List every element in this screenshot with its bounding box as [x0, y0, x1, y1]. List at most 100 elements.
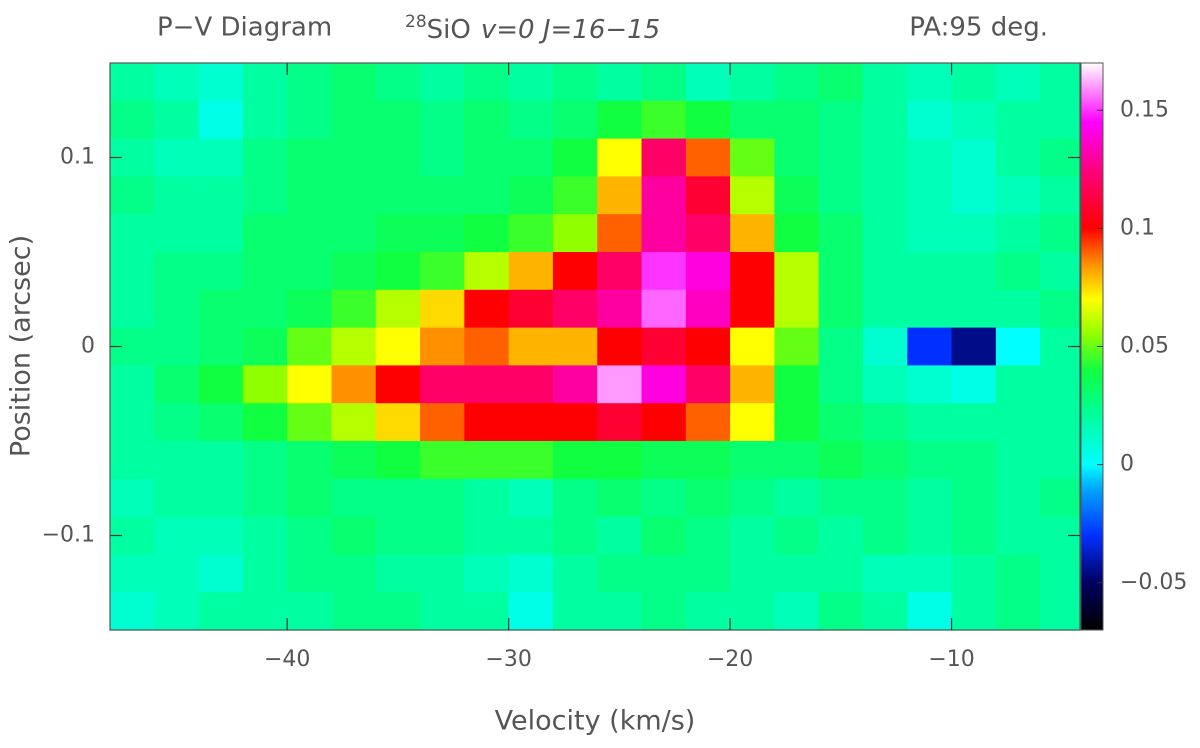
heatmap-cell — [862, 516, 908, 555]
heatmap-cell — [375, 592, 421, 631]
heatmap-cell — [730, 176, 775, 215]
title-isotope: 28 — [405, 12, 427, 32]
heatmap-cell — [951, 289, 997, 329]
heatmap-cell — [951, 365, 997, 404]
heatmap-cell — [110, 176, 155, 215]
heatmap-cell — [375, 214, 421, 253]
heatmap-cell — [1040, 441, 1081, 480]
heatmap-cell — [242, 252, 288, 291]
heatmap-cell — [375, 554, 421, 593]
heatmap-cell — [198, 289, 244, 329]
heatmap-cell — [508, 176, 554, 215]
heatmap-cell — [862, 403, 908, 442]
heatmap-cell — [1040, 554, 1081, 593]
heatmap-cell — [907, 252, 953, 291]
heatmap-cell — [818, 478, 864, 518]
heatmap-cell — [242, 592, 288, 631]
heatmap-cell — [951, 327, 997, 366]
heatmap-cell — [154, 516, 200, 555]
heatmap-cell — [597, 592, 643, 631]
heatmap-cell — [420, 214, 465, 253]
heatmap-cell — [641, 176, 687, 215]
heatmap-cell — [774, 441, 820, 480]
heatmap-cell — [730, 63, 775, 102]
heatmap-cell — [508, 289, 554, 329]
heatmap-cell — [331, 365, 377, 404]
heatmap-cell — [774, 100, 820, 140]
heatmap-cell — [685, 516, 731, 555]
heatmap-cell — [198, 176, 244, 215]
heatmap-cell — [641, 478, 687, 518]
heatmap-cell — [110, 100, 155, 140]
heatmap-cell — [198, 214, 244, 253]
heatmap-cell — [508, 252, 554, 291]
heatmap-cell — [508, 214, 554, 253]
heatmap-cell — [995, 138, 1041, 177]
heatmap-cell — [508, 138, 554, 177]
heatmap-cell — [730, 478, 775, 518]
heatmap-cell — [552, 516, 598, 555]
heatmap-cell — [287, 327, 333, 366]
heatmap-cell — [774, 63, 820, 102]
heatmap-cell — [951, 441, 997, 480]
heatmap-cell — [110, 403, 155, 442]
heatmap-cell — [995, 63, 1041, 102]
heatmap-cell — [995, 327, 1041, 366]
heatmap-cell — [242, 554, 288, 593]
heatmap-cell — [154, 100, 200, 140]
heatmap-cell — [154, 176, 200, 215]
heatmap-cell — [995, 441, 1041, 480]
heatmap-cell — [154, 554, 200, 593]
heatmap-cell — [154, 289, 200, 329]
heatmap-cell — [552, 365, 598, 404]
heatmap-cell — [774, 327, 820, 366]
heatmap-cell — [287, 592, 333, 631]
heatmap-cell — [331, 478, 377, 518]
heatmap-cell — [198, 554, 244, 593]
heatmap-cell — [552, 100, 598, 140]
heatmap-cell — [375, 252, 421, 291]
heatmap-cell — [154, 478, 200, 518]
heatmap-cell — [730, 516, 775, 555]
heatmap-cell — [242, 327, 288, 366]
heatmap-cell — [420, 365, 465, 404]
heatmap-cell — [287, 441, 333, 480]
heatmap-cell — [862, 327, 908, 366]
heatmap-cell — [597, 252, 643, 291]
heatmap-cell — [331, 516, 377, 555]
heatmap — [110, 63, 1081, 631]
heatmap-cell — [242, 289, 288, 329]
heatmap-cell — [995, 214, 1041, 253]
colorbar-tick-label: 0.05 — [1120, 334, 1169, 359]
heatmap-cell — [641, 63, 687, 102]
heatmap-cell — [420, 100, 465, 140]
heatmap-cell — [154, 592, 200, 631]
heatmap-cell — [552, 176, 598, 215]
heatmap-cell — [198, 63, 244, 102]
heatmap-cell — [375, 176, 421, 215]
heatmap-cell — [818, 176, 864, 215]
heatmap-cell — [552, 592, 598, 631]
heatmap-cell — [730, 365, 775, 404]
heatmap-cell — [685, 63, 731, 102]
heatmap-cell — [597, 478, 643, 518]
heatmap-cell — [508, 365, 554, 404]
heatmap-cell — [774, 176, 820, 215]
heatmap-cell — [641, 100, 687, 140]
heatmap-cell — [597, 327, 643, 366]
heatmap-cell — [730, 554, 775, 593]
heatmap-cell — [110, 554, 155, 593]
heatmap-cell — [818, 289, 864, 329]
heatmap-cell — [375, 327, 421, 366]
heatmap-cell — [552, 252, 598, 291]
heatmap-cell — [331, 214, 377, 253]
heatmap-cell — [331, 138, 377, 177]
heatmap-cell — [110, 592, 155, 631]
heatmap-cell — [375, 138, 421, 177]
heatmap-cell — [818, 63, 864, 102]
heatmap-cell — [420, 176, 465, 215]
heatmap-cell — [862, 478, 908, 518]
heatmap-cell — [818, 100, 864, 140]
heatmap-cell — [198, 592, 244, 631]
heatmap-cell — [552, 289, 598, 329]
